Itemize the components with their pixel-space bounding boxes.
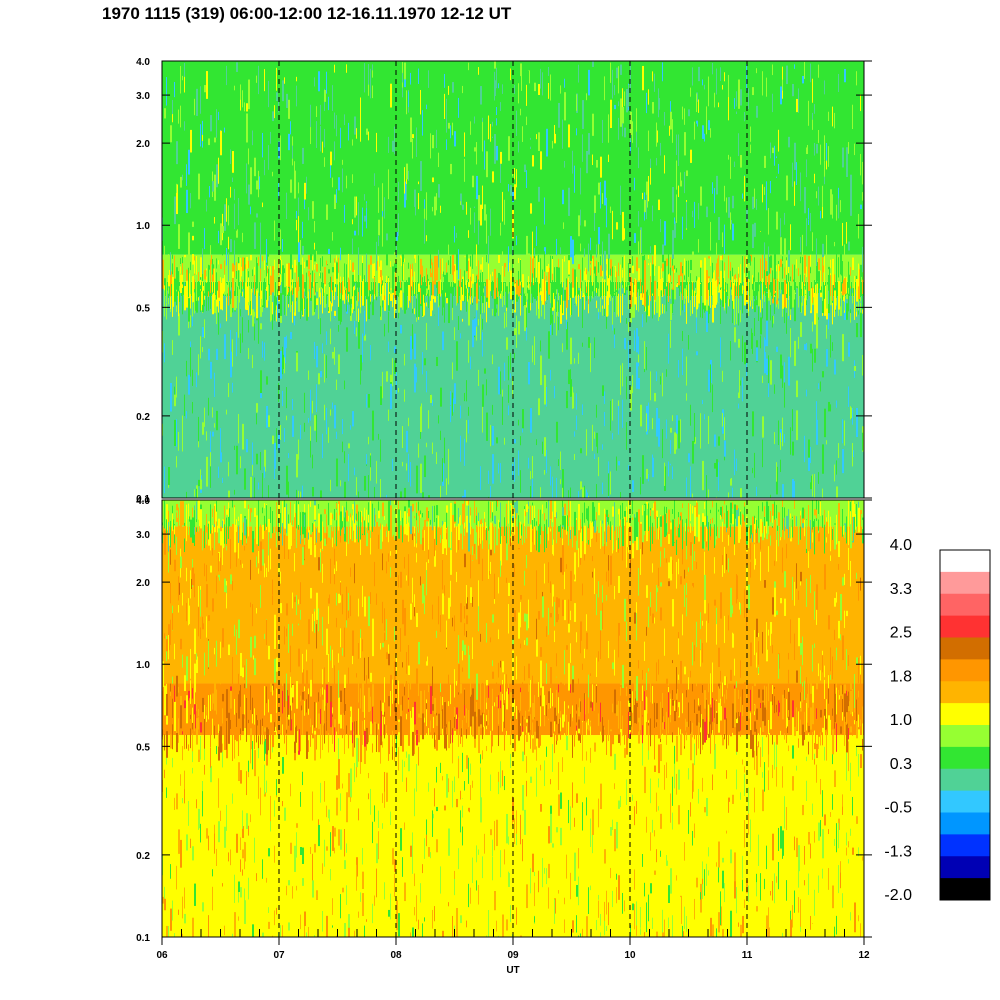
colorbar-label: 0.3 [890, 756, 912, 773]
xtick-label: 10 [624, 950, 636, 961]
colorbar-swatch [940, 790, 990, 813]
ytick-label: 0.2 [136, 851, 150, 862]
colorbar-swatch [940, 637, 990, 660]
xtick-label: 12 [858, 950, 870, 961]
colorbar-swatch [940, 768, 990, 792]
colorbar-swatch [940, 681, 990, 704]
colorbar-label: 3.3 [890, 581, 912, 598]
chart-title: 1970 1115 (319) 06:00-12:00 12-16.11.197… [102, 4, 512, 23]
ytick-label: 4.0 [136, 496, 150, 507]
colorbar-swatch [940, 571, 990, 595]
xtick-label: 08 [390, 950, 402, 961]
colorbar-label: 2.5 [890, 625, 912, 642]
xtick-label: 11 [742, 950, 753, 961]
colorbar-swatch [940, 878, 990, 901]
colorbar-swatch [940, 856, 990, 879]
colorbar: 4.0 3.3 2.5 1.8 1.0 0.3 -0.5 -1.3 -2.0 [884, 537, 991, 904]
streaks [162, 254, 863, 310]
upper-panel [162, 61, 864, 498]
streaks [162, 296, 864, 498]
axes: 0.10.20.51.02.03.04.00.10.20.51.02.03.04… [136, 57, 872, 976]
colorbar-frame [939, 549, 991, 901]
ytick-label: 1.0 [136, 221, 150, 232]
ytick-label: 2.0 [136, 139, 150, 150]
colorbar-swatch [940, 615, 990, 638]
colorbar-label: 1.0 [890, 712, 912, 729]
ytick-label: 3.0 [136, 530, 150, 541]
colorbar-swatch [940, 725, 990, 748]
ytick-label: 1.0 [136, 660, 150, 671]
colorbar-swatch [940, 659, 990, 682]
colorbar-swatch [940, 593, 990, 617]
ytick-label: 0.1 [136, 494, 150, 505]
colorbar-swatch [940, 703, 990, 726]
ytick-label: 2.0 [136, 578, 150, 589]
xtick-label: 09 [507, 950, 519, 961]
colorbar-swatch [940, 834, 990, 857]
colorbar-label: -0.5 [884, 800, 912, 817]
xtick-label: 06 [156, 950, 168, 961]
ytick-label: 3.0 [136, 91, 150, 102]
ytick-label: 4.0 [136, 57, 150, 68]
colorbar-label: -2.0 [884, 887, 912, 904]
xtick-label: 07 [273, 950, 285, 961]
streaks [162, 735, 864, 937]
x-axis-label: UT [506, 965, 519, 976]
colorbar-label: 4.0 [890, 537, 912, 554]
ytick-label: 0.5 [136, 742, 150, 753]
streaks [162, 500, 864, 556]
colorbar-label: 1.8 [890, 668, 912, 685]
ytick-label: 0.5 [136, 303, 150, 314]
colorbar-swatch [940, 746, 990, 770]
colorbar-swatch [940, 550, 990, 573]
ytick-label: 0.2 [136, 412, 150, 423]
streaks [162, 61, 863, 282]
ytick-label: 0.1 [136, 933, 150, 944]
colorbar-label: -1.3 [884, 843, 912, 860]
colorbar-swatch [940, 812, 990, 835]
